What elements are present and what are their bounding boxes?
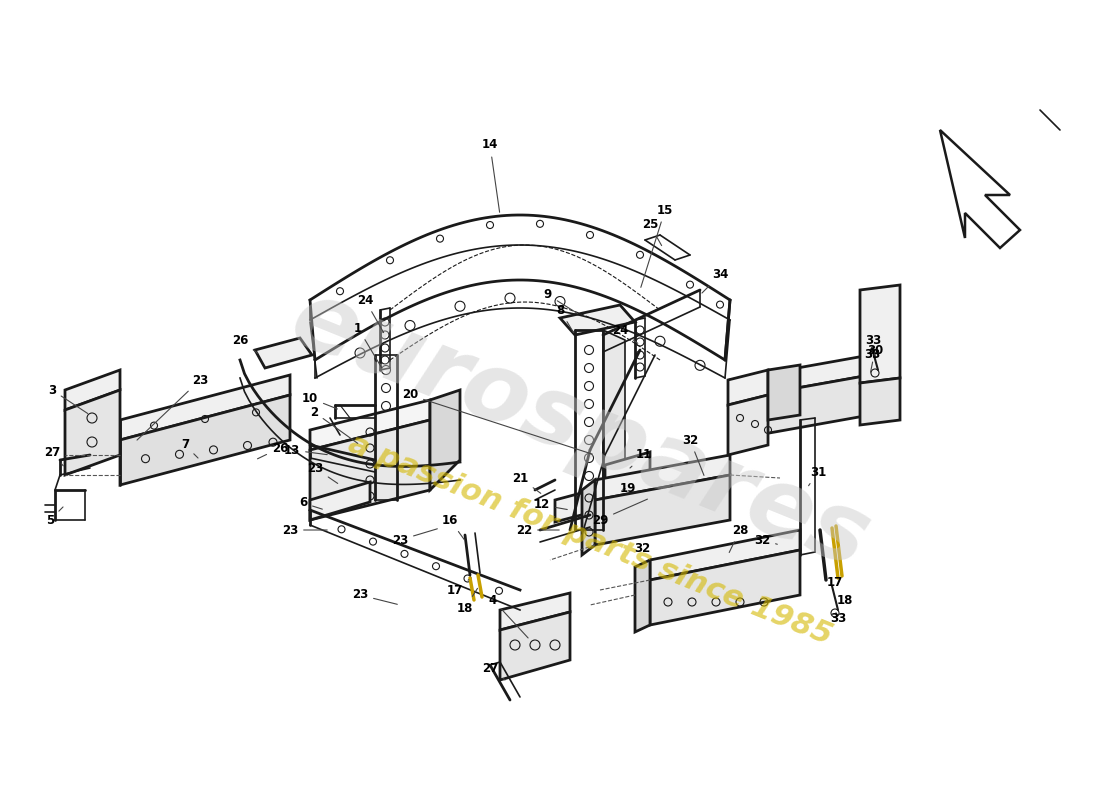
Text: 33: 33 [865, 334, 881, 358]
Polygon shape [556, 488, 600, 522]
Text: 23: 23 [138, 374, 208, 440]
Polygon shape [768, 365, 800, 420]
Text: 25: 25 [641, 218, 661, 246]
Text: 14: 14 [482, 138, 499, 212]
Text: 18: 18 [456, 588, 477, 614]
Text: 12: 12 [534, 498, 568, 511]
Polygon shape [500, 593, 570, 630]
Text: 2: 2 [310, 406, 358, 443]
Text: 26: 26 [257, 442, 288, 458]
Text: 15: 15 [641, 203, 673, 287]
Polygon shape [65, 370, 120, 410]
Polygon shape [595, 475, 730, 545]
Polygon shape [650, 550, 800, 625]
Polygon shape [860, 285, 900, 383]
Text: 27: 27 [44, 446, 63, 466]
Text: 7: 7 [180, 438, 198, 458]
Text: 8: 8 [556, 303, 573, 333]
Polygon shape [635, 560, 650, 632]
Text: 23: 23 [352, 589, 397, 604]
Polygon shape [860, 378, 900, 425]
Polygon shape [650, 530, 800, 580]
Text: a passion for parts since 1985: a passion for parts since 1985 [344, 430, 836, 650]
Polygon shape [430, 390, 460, 490]
Text: 32: 32 [754, 534, 778, 546]
Text: 30: 30 [867, 343, 883, 372]
Polygon shape [560, 305, 635, 335]
Text: 5: 5 [46, 507, 63, 526]
Text: 17: 17 [827, 577, 843, 590]
Text: 23: 23 [282, 523, 327, 537]
Text: 24: 24 [356, 294, 384, 333]
Text: 32: 32 [634, 542, 650, 554]
Polygon shape [603, 330, 625, 540]
Text: eurospares: eurospares [277, 272, 882, 588]
Text: 33: 33 [829, 611, 846, 625]
Text: 9: 9 [543, 289, 578, 314]
Text: 13: 13 [284, 443, 327, 457]
Text: 33: 33 [864, 349, 880, 362]
Text: 10: 10 [301, 391, 338, 409]
Polygon shape [120, 395, 290, 485]
Polygon shape [728, 370, 768, 405]
Text: 34: 34 [702, 269, 728, 293]
Polygon shape [730, 355, 870, 400]
Text: 32: 32 [682, 434, 704, 475]
Text: 19: 19 [619, 482, 636, 494]
Text: 16: 16 [442, 514, 464, 540]
Text: 3: 3 [48, 383, 88, 414]
Polygon shape [730, 375, 870, 440]
Text: 20: 20 [402, 389, 593, 454]
Polygon shape [310, 420, 430, 520]
Text: 24: 24 [612, 323, 638, 343]
Polygon shape [120, 375, 290, 440]
Text: 23: 23 [307, 462, 338, 483]
Text: 1: 1 [354, 322, 382, 368]
Polygon shape [605, 452, 650, 485]
Polygon shape [310, 482, 370, 520]
Polygon shape [65, 390, 120, 475]
Polygon shape [728, 395, 768, 455]
Text: 26: 26 [232, 334, 257, 354]
Polygon shape [310, 400, 430, 450]
Polygon shape [255, 338, 312, 368]
Polygon shape [500, 612, 570, 680]
Text: 27: 27 [482, 662, 505, 680]
Polygon shape [582, 480, 595, 555]
Text: 29: 29 [592, 499, 648, 526]
Text: 6: 6 [299, 497, 322, 510]
Text: 22: 22 [516, 523, 559, 537]
Text: 11: 11 [630, 449, 652, 468]
Text: 21: 21 [512, 471, 541, 494]
Text: 4: 4 [488, 594, 528, 638]
Polygon shape [595, 455, 730, 500]
Text: 23: 23 [392, 529, 438, 546]
Text: 18: 18 [837, 594, 854, 606]
Text: 28: 28 [729, 523, 748, 553]
Text: 31: 31 [808, 466, 826, 486]
Text: 17: 17 [447, 580, 469, 597]
